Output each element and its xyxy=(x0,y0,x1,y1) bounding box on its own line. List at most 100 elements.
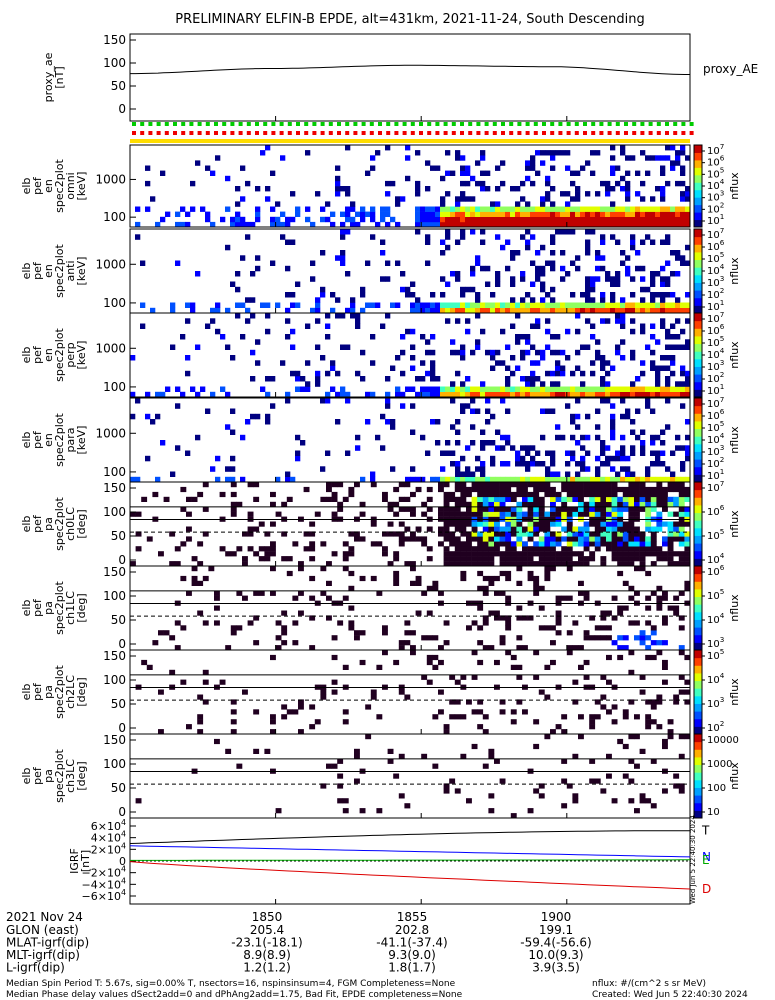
spectrogram-cell xyxy=(630,239,636,245)
spectrogram-cell xyxy=(520,376,526,382)
pitchangle-cell xyxy=(611,546,618,552)
spectrogram-cell xyxy=(555,370,561,377)
pitchangle-cell xyxy=(404,506,411,512)
spectrogram-cell xyxy=(395,386,401,392)
spectrogram-cell xyxy=(135,221,141,228)
spectrogram-cell xyxy=(680,445,686,451)
pitchangle-cell xyxy=(667,501,674,507)
pitchangle-cell xyxy=(477,556,484,562)
pitchangle-cell xyxy=(488,546,495,552)
pitchangle-cell xyxy=(645,506,652,512)
pitchangle-cell xyxy=(656,496,663,502)
pitchangle-cell xyxy=(298,729,304,735)
spectrogram-cell xyxy=(485,419,491,425)
pitchangle-cell xyxy=(583,595,590,601)
spectrogram-cell xyxy=(420,476,426,483)
pitchangle-cell xyxy=(370,575,377,582)
pitchangle-cell xyxy=(449,496,456,502)
pitchangle-cell xyxy=(421,536,428,542)
pitchangle-cell xyxy=(264,551,271,557)
spectrogram-cell xyxy=(675,221,681,228)
flag-green-dot xyxy=(533,122,538,126)
pitchangle-cell xyxy=(359,575,366,582)
spectrogram-cell xyxy=(605,455,611,462)
spectrogram-cell xyxy=(620,413,626,420)
spectrogram-cell xyxy=(225,344,231,350)
spectrogram-cell xyxy=(585,344,591,350)
pitchangle-cell xyxy=(275,808,282,814)
spectrogram-cell xyxy=(670,386,676,392)
pitchangle-cell xyxy=(449,511,456,517)
spectrogram-cell xyxy=(640,239,646,245)
pitchangle-cell xyxy=(494,575,500,582)
spectrogram-cell xyxy=(510,370,516,377)
pitchangle-cell xyxy=(482,482,489,488)
spectrogram-cell xyxy=(555,206,561,212)
spectrogram-cell xyxy=(325,391,331,398)
pitchangle-cell xyxy=(270,654,276,661)
spectrogram-cell xyxy=(475,391,481,398)
pitchangle-cell xyxy=(678,650,685,656)
pitchangle-cell xyxy=(426,610,433,616)
spectrogram-cell xyxy=(440,250,446,256)
spectrogram-cell xyxy=(430,349,436,356)
pitchangle-cell xyxy=(589,506,596,512)
y-tick-label: 6×104 xyxy=(91,818,126,833)
spectrogram-cell xyxy=(635,386,641,392)
spectrogram-cell xyxy=(600,318,606,324)
spectrogram-cell xyxy=(605,307,611,314)
spectrogram-cell xyxy=(515,450,521,456)
pitchangle-cell xyxy=(393,575,400,582)
spectrogram-cell xyxy=(670,250,676,256)
spectrogram-cell xyxy=(675,180,681,187)
spectrogram-cell xyxy=(645,155,651,161)
pitchangle-cell xyxy=(538,536,545,542)
pitchangle-cell xyxy=(662,615,668,621)
colorbar-segment xyxy=(694,718,702,727)
spectrogram-cell xyxy=(490,365,496,371)
spectrogram-cell xyxy=(645,476,651,483)
spectrogram-cell xyxy=(595,150,601,156)
spectrogram-cell xyxy=(625,180,631,187)
spectrogram-cell xyxy=(245,180,251,187)
spectrogram-cell xyxy=(560,206,566,212)
pitchangle-cell xyxy=(488,793,495,799)
pitchangle-cell xyxy=(510,664,517,670)
flag-green-dot xyxy=(173,122,177,126)
footer-row-value: 10.0(9.3) xyxy=(528,948,583,962)
pitchangle-cell xyxy=(673,773,680,779)
spectrogram-cell xyxy=(530,160,536,166)
spectrogram-cell xyxy=(665,466,671,472)
pitchangle-cell xyxy=(505,620,512,626)
spectrogram-cell xyxy=(555,381,561,387)
pitchangle-cell xyxy=(298,566,304,572)
pitchangle-cell xyxy=(650,625,657,631)
pitchangle-cell xyxy=(684,654,691,661)
y-axis-label: spec2plot xyxy=(53,244,66,298)
spectrogram-cell xyxy=(540,349,546,356)
spectrogram-cell xyxy=(465,391,471,398)
spectrogram-cell xyxy=(665,239,671,245)
pitchangle-cell xyxy=(662,743,668,750)
spectrogram-cell xyxy=(475,211,481,217)
spectrogram-cell xyxy=(560,476,566,483)
spectrogram-cell xyxy=(620,216,626,223)
flag-green-dot xyxy=(615,122,620,126)
spectrogram-cell xyxy=(200,386,206,392)
pitchangle-cell xyxy=(589,491,596,498)
pitchangle-cell xyxy=(354,536,360,542)
flag-green-dot xyxy=(238,122,243,126)
pitchangle-cell xyxy=(667,729,674,735)
pitchangle-cell xyxy=(270,729,276,735)
colorbar-segment xyxy=(694,159,702,168)
spectrogram-cell xyxy=(255,339,261,345)
spectrogram-cell xyxy=(625,455,631,462)
pitchangle-cell xyxy=(527,808,534,814)
colorbar-segment xyxy=(694,504,702,514)
spectrogram-cell xyxy=(630,471,636,477)
spectrogram-cell xyxy=(550,302,556,308)
flag-green-dot xyxy=(320,122,325,126)
pitchangle-cell xyxy=(634,526,640,532)
